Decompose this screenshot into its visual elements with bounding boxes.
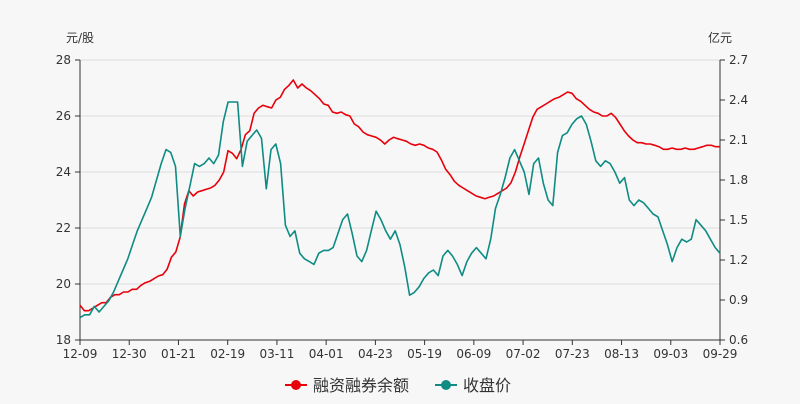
legend[interactable]: 融资融券余额 收盘价 [285, 376, 511, 395]
x-tick-label: 07-23 [555, 347, 590, 361]
right-tick-label: 0.9 [729, 293, 748, 307]
right-tick-label: 2.1 [729, 133, 748, 147]
right-tick-label: 2.4 [729, 93, 748, 107]
right-tick-label: 1.2 [729, 253, 748, 267]
x-tick-label: 04-23 [358, 347, 393, 361]
right-axis-unit-label: 亿元 [708, 30, 732, 45]
series-line-close-price [79, 101, 721, 319]
right-tick-label: 1.5 [729, 213, 748, 227]
left-tick-label: 22 [56, 221, 71, 235]
x-tick-label: 01-21 [161, 347, 196, 361]
series-lines [79, 79, 721, 319]
x-tick-label: 09-29 [703, 347, 738, 361]
x-axis-ticks: 12-09 12-30 01-21 02-19 03-11 04-01 04-23 05-19… [63, 340, 738, 361]
x-tick-label: 02-19 [210, 347, 245, 361]
left-axis-ticks: 18 20 22 24 26 28 [56, 53, 80, 347]
legend-label: 融资融券余额 [313, 376, 409, 395]
series-line-margin-balance [79, 79, 720, 312]
x-tick-label: 06-09 [456, 347, 491, 361]
right-tick-label: 1.8 [729, 173, 748, 187]
left-tick-label: 26 [56, 109, 71, 123]
x-tick-label: 03-11 [259, 347, 294, 361]
x-tick-label: 05-19 [407, 347, 442, 361]
x-tick-label: 09-03 [653, 347, 688, 361]
left-tick-label: 18 [56, 333, 71, 347]
legend-dot-icon [441, 380, 451, 390]
legend-item[interactable]: 融资融券余额 [285, 376, 409, 395]
grid-lines [80, 59, 720, 341]
left-tick-label: 28 [56, 53, 71, 67]
left-tick-label: 20 [56, 277, 71, 291]
legend-item[interactable]: 收盘价 [435, 376, 511, 395]
x-tick-label: 04-01 [309, 347, 344, 361]
left-tick-label: 24 [56, 165, 71, 179]
right-tick-label: 0.6 [729, 333, 748, 347]
right-tick-label: 2.7 [729, 53, 748, 67]
x-tick-label: 12-30 [112, 347, 147, 361]
x-tick-label: 07-02 [506, 347, 541, 361]
x-tick-label: 12-09 [63, 347, 98, 361]
legend-dot-icon [291, 380, 301, 390]
x-tick-label: 08-13 [604, 347, 639, 361]
left-axis-unit-label: 元/股 [66, 31, 94, 45]
axes [79, 60, 721, 341]
right-axis-ticks: 0.6 0.9 1.2 1.5 1.8 2.1 2.4 2.7 [720, 53, 748, 347]
legend-label: 收盘价 [463, 376, 511, 395]
